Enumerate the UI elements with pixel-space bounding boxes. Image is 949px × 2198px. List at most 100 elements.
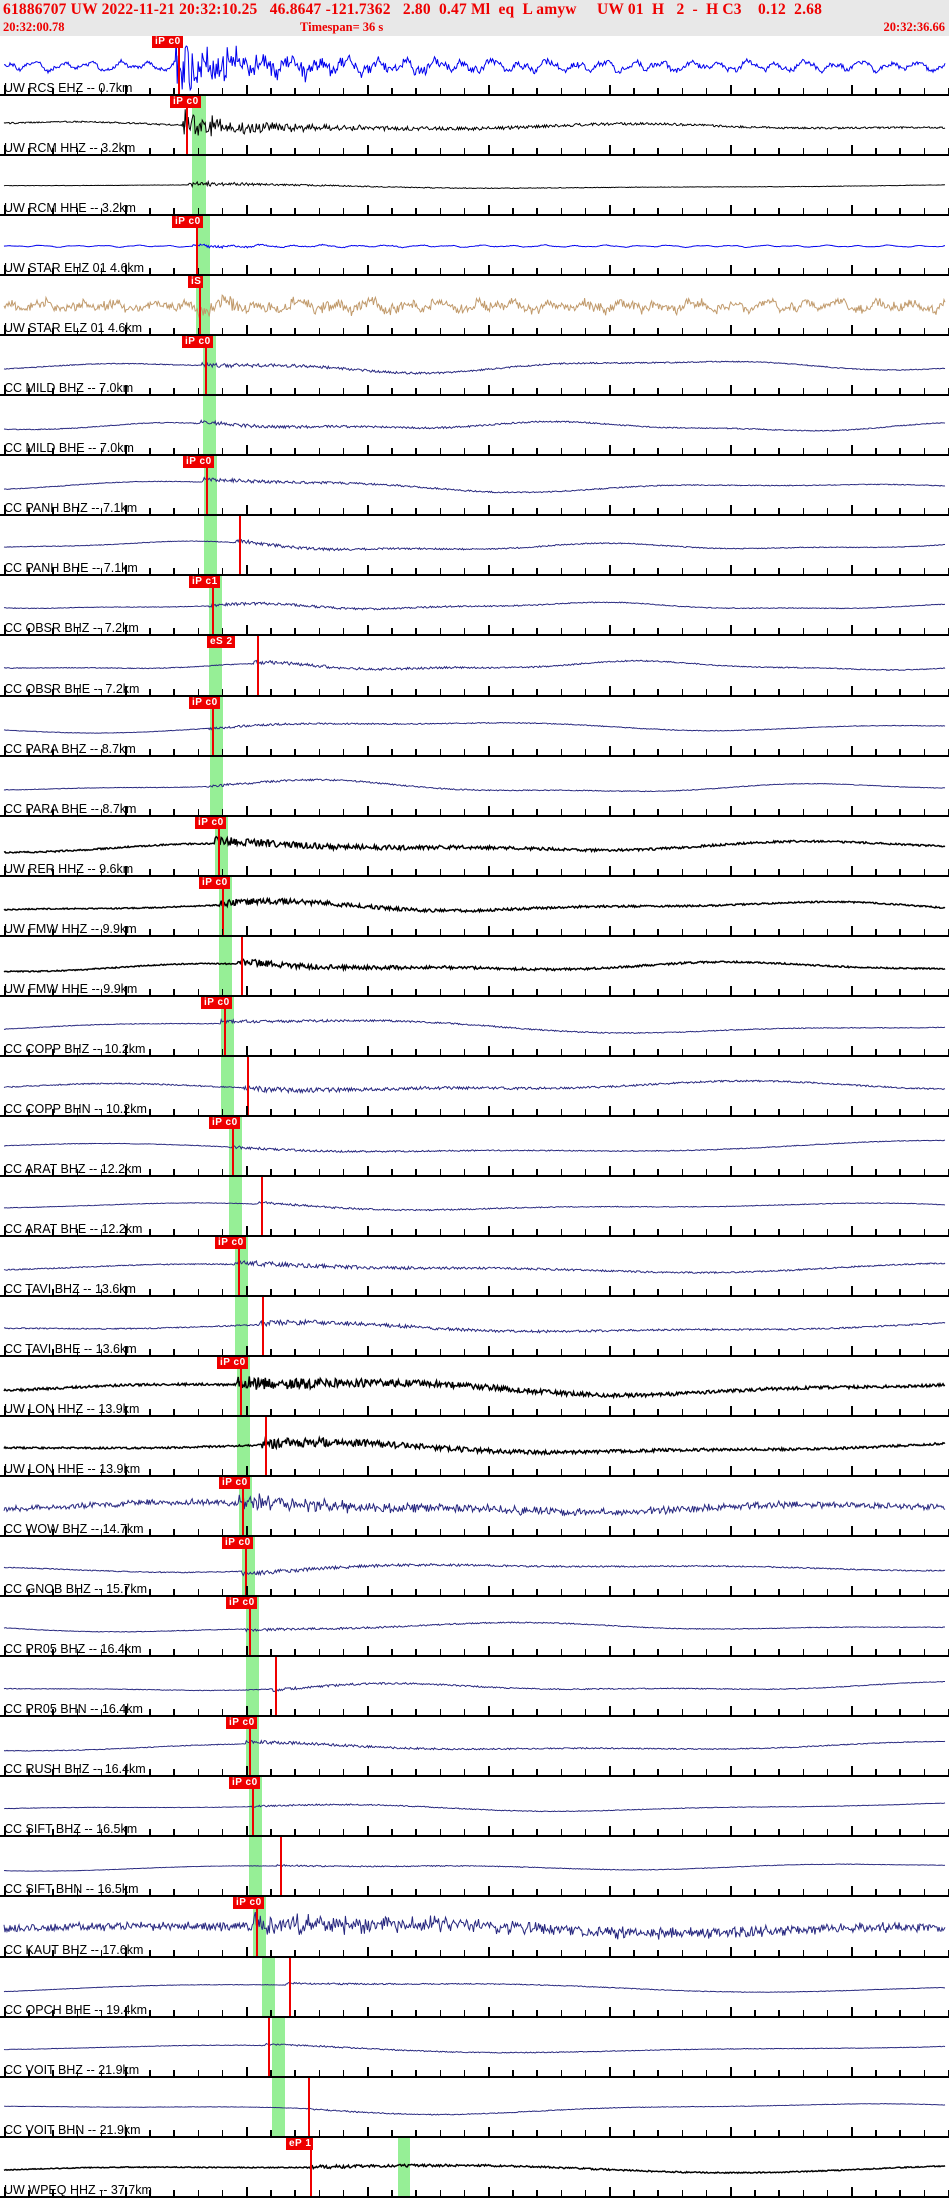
trace-row[interactable]: iS UW STAR ELZ 01 4.6km (0, 276, 949, 337)
trace-row[interactable]: iP c0 CC PANH BHZ -- 7.1km (0, 456, 949, 517)
trace-row[interactable]: iP c0 CC SIFT BHZ -- 16.5km (0, 1777, 949, 1838)
pick-label[interactable]: iP c0 (217, 1357, 248, 1370)
pick-label[interactable]: iP c0 (170, 96, 201, 109)
trace-row[interactable]: CC MILD BHE -- 7.0km (0, 396, 949, 457)
pick-marker-line[interactable] (249, 1717, 251, 1776)
time-axis-ticks (0, 1886, 949, 1896)
trace-row[interactable]: iP c0 CC MILD BHZ -- 7.0km (0, 336, 949, 397)
channel-label: UW FMW HHZ -- 9.9km (4, 921, 137, 936)
pick-marker-line[interactable] (261, 1176, 263, 1235)
trace-row[interactable]: UW FMW HHE -- 9.9km (0, 936, 949, 997)
pick-label[interactable]: eP 1 (286, 2137, 314, 2150)
trace-row[interactable]: iP c0 CC KAUT BHZ -- 17.6km (0, 1897, 949, 1958)
trace-row[interactable]: CC SIFT BHN -- 16.5km (0, 1837, 949, 1898)
pick-label[interactable]: iP c0 (229, 1777, 260, 1790)
pick-label[interactable]: iP c0 (189, 696, 220, 709)
trace-row[interactable]: CC OPCH BHE -- 19.4km (0, 1957, 949, 2018)
pick-marker-line[interactable] (212, 576, 214, 635)
time-axis-ticks (0, 1225, 949, 1235)
pick-label[interactable]: iP c0 (201, 996, 232, 1009)
pick-label[interactable]: iP c0 (226, 1717, 257, 1730)
trace-row[interactable]: UW LON HHE -- 13.9km (0, 1417, 949, 1478)
pick-marker-line[interactable] (265, 1417, 267, 1476)
pick-marker-line[interactable] (242, 1477, 244, 1536)
trace-row[interactable]: iP c0 UW FMW HHZ -- 9.9km (0, 876, 949, 937)
trace-row[interactable]: CC PR05 BHN -- 16.4km (0, 1657, 949, 1718)
pick-marker-line[interactable] (239, 516, 241, 575)
pick-marker-line[interactable] (186, 96, 188, 155)
trace-row[interactable]: CC ARAT BHE -- 12.2km (0, 1176, 949, 1237)
trace-row[interactable]: CC VOIT BHZ -- 21.9km (0, 2017, 949, 2078)
pick-label[interactable]: iP c0 (195, 816, 226, 829)
trace-stack[interactable]: iP c0 UW RCS EHZ -- 0.7km iP c0 UW RCM HHZ … (0, 36, 949, 2198)
trace-row[interactable]: iP c0 UW LON HHZ -- 13.9km (0, 1357, 949, 1418)
trace-row[interactable]: CC PARA BHE -- 8.7km (0, 756, 949, 817)
pick-marker-line[interactable] (252, 1777, 254, 1836)
waveform-plot (0, 997, 949, 1055)
pick-label[interactable]: iP c0 (233, 1897, 264, 1910)
trace-row[interactable]: iP c0 CC ARAT BHZ -- 12.2km (0, 1116, 949, 1177)
pick-label[interactable]: iP c0 (182, 336, 213, 349)
trace-row[interactable]: CC COPP BHN -- 10.2km (0, 1056, 949, 1117)
pick-marker-line[interactable] (196, 216, 198, 275)
pick-label[interactable]: iP c0 (152, 36, 183, 48)
pick-marker-line[interactable] (310, 2137, 312, 2196)
waveform-plot (0, 1897, 949, 1955)
pick-marker-line[interactable] (222, 876, 224, 935)
pick-marker-line[interactable] (241, 936, 243, 995)
pick-marker-line[interactable] (218, 816, 220, 875)
trace-row[interactable]: iP c0 CC PR05 BHZ -- 16.4km (0, 1597, 949, 1658)
trace-row[interactable]: eP 1 UW WPEQ HHZ -- 37.7km (0, 2137, 949, 2198)
pick-marker-line[interactable] (199, 276, 201, 335)
pick-marker-line[interactable] (289, 1957, 291, 2016)
pick-marker-line[interactable] (232, 1116, 234, 1175)
pick-label[interactable]: iS (188, 276, 204, 289)
pick-marker-line[interactable] (275, 1657, 277, 1716)
pick-label[interactable]: iP c0 (183, 456, 214, 469)
time-axis-ticks (0, 2006, 949, 2016)
trace-row[interactable]: iP c0 CC PARA BHZ -- 8.7km (0, 696, 949, 757)
trace-row[interactable]: iP c0 CC WOW BHZ -- 14.7km (0, 1477, 949, 1538)
trace-row[interactable]: iP c0 UW RER HHZ -- 9.6km (0, 816, 949, 877)
waveform-plot (0, 156, 949, 214)
pick-marker-line[interactable] (240, 1357, 242, 1416)
pick-marker-line[interactable] (268, 2017, 270, 2076)
trace-row[interactable]: CC VOIT BHN -- 21.9km (0, 2077, 949, 2138)
pick-marker-line[interactable] (238, 1236, 240, 1295)
pick-label[interactable]: eS 2 (207, 636, 235, 649)
trace-row[interactable]: iP c0 UW RCS EHZ -- 0.7km (0, 36, 949, 97)
pick-label[interactable]: iP c0 (209, 1116, 240, 1129)
s-window-shade (235, 1296, 248, 1356)
pick-marker-line[interactable] (280, 1837, 282, 1896)
trace-row[interactable]: iP c1 CC OBSR BHZ -- 7.2km (0, 576, 949, 637)
pick-marker-line[interactable] (249, 1597, 251, 1656)
pick-marker-line[interactable] (262, 1296, 264, 1356)
trace-row[interactable]: eS 2 CC OBSR BHE -- 7.2km (0, 636, 949, 697)
trace-row[interactable]: UW RCM HHE -- 3.2km (0, 156, 949, 217)
pick-marker-line[interactable] (212, 696, 214, 755)
pick-label[interactable]: iP c0 (215, 1236, 246, 1249)
trace-row[interactable]: CC PANH BHE -- 7.1km (0, 516, 949, 577)
pick-label[interactable]: iP c1 (189, 576, 220, 589)
pick-marker-line[interactable] (178, 36, 180, 95)
pick-label[interactable]: iP c0 (222, 1537, 253, 1550)
pick-label[interactable]: iP c0 (226, 1597, 257, 1610)
trace-row[interactable]: iP c0 CC GNOB BHZ -- 15.7km (0, 1537, 949, 1598)
pick-marker-line[interactable] (247, 1056, 249, 1115)
trace-row[interactable]: iP c0 CC TAVI BHZ -- 13.6km (0, 1236, 949, 1297)
trace-row[interactable]: iP c0 UW RCM HHZ -- 3.2km (0, 96, 949, 157)
pick-label[interactable]: iP c0 (172, 216, 203, 229)
pick-marker-line[interactable] (308, 2077, 310, 2136)
pick-marker-line[interactable] (224, 996, 226, 1055)
pick-marker-line[interactable] (206, 456, 208, 515)
pick-marker-line[interactable] (256, 1897, 258, 1956)
pick-marker-line[interactable] (205, 336, 207, 395)
pick-marker-line[interactable] (245, 1537, 247, 1596)
pick-label[interactable]: iP c0 (219, 1477, 250, 1490)
trace-row[interactable]: CC TAVI BHE -- 13.6km (0, 1296, 949, 1358)
trace-row[interactable]: iP c0 UW STAR EHZ 01 4.6km (0, 216, 949, 277)
trace-row[interactable]: iP c0 CC RUSH BHZ -- 16.4km (0, 1717, 949, 1778)
pick-marker-line[interactable] (257, 636, 259, 695)
trace-row[interactable]: iP c0 CC COPP BHZ -- 10.2km (0, 996, 949, 1057)
pick-label[interactable]: iP c0 (199, 876, 230, 889)
